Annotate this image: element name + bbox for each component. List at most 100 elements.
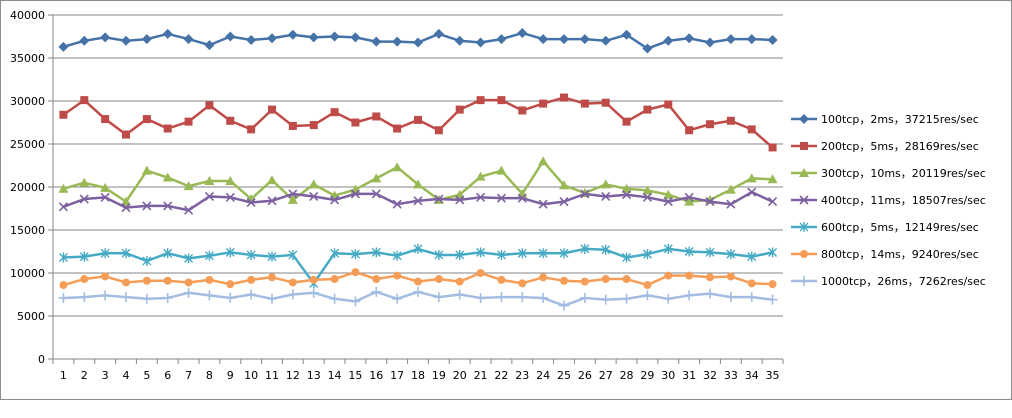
data-point — [183, 181, 194, 191]
data-point — [79, 35, 90, 46]
data-point — [664, 271, 673, 280]
data-point — [414, 115, 422, 124]
x-tick-label: 21 — [474, 369, 488, 382]
data-point — [121, 292, 131, 303]
data-point — [204, 250, 214, 261]
data-point — [163, 248, 173, 259]
data-point — [642, 43, 653, 54]
plot-series — [58, 28, 778, 311]
data-point — [308, 287, 319, 298]
data-point — [725, 34, 736, 45]
legend-entry: 1000tcp，26ms，7262res/sec — [791, 275, 986, 288]
data-point — [768, 280, 777, 289]
x-tick-label: 34 — [745, 369, 759, 382]
data-point — [100, 32, 111, 43]
data-point — [747, 187, 757, 197]
data-point — [246, 197, 256, 208]
data-point — [372, 275, 381, 284]
x-tick-label: 35 — [766, 369, 780, 382]
legend-marker — [799, 168, 809, 177]
data-point — [559, 180, 569, 190]
data-point — [287, 194, 298, 204]
x-tick-label: 31 — [682, 369, 696, 382]
data-point — [746, 292, 757, 303]
data-point — [204, 40, 215, 51]
data-point — [767, 174, 778, 184]
data-point — [371, 247, 381, 258]
data-point — [267, 33, 277, 44]
data-point — [100, 290, 111, 301]
x-tick-label: 10 — [244, 369, 258, 382]
x-tick-label: 18 — [411, 369, 425, 382]
data-point — [560, 276, 568, 285]
data-point — [747, 125, 756, 134]
x-tick-label: 28 — [620, 369, 634, 382]
data-point — [497, 96, 506, 105]
data-point — [371, 173, 382, 183]
data-point — [496, 34, 507, 45]
data-point — [392, 162, 403, 172]
data-point — [79, 251, 89, 262]
data-point — [706, 273, 714, 282]
data-point — [433, 28, 444, 39]
x-tick-label: 12 — [286, 369, 300, 382]
data-point — [643, 105, 652, 114]
data-point — [58, 292, 69, 303]
data-point — [684, 192, 694, 202]
data-point — [579, 292, 590, 303]
data-point — [579, 34, 590, 45]
data-point — [454, 35, 465, 46]
data-point — [497, 275, 506, 284]
data-point — [539, 99, 548, 108]
data-point — [518, 279, 527, 288]
x-tick-label: 6 — [164, 369, 171, 382]
data-point — [142, 255, 152, 266]
data-point — [101, 272, 110, 281]
data-point — [163, 201, 173, 211]
legend-marker — [799, 114, 809, 124]
data-point — [225, 292, 236, 303]
data-point — [601, 244, 611, 255]
data-point — [267, 293, 277, 304]
data-point — [517, 193, 527, 203]
data-point — [433, 292, 444, 303]
data-point — [601, 191, 611, 202]
data-point — [225, 31, 236, 42]
data-point — [80, 275, 89, 284]
data-point — [267, 196, 277, 206]
x-tick-label: 9 — [227, 369, 234, 382]
data-point — [600, 35, 611, 46]
x-tick-label: 22 — [494, 369, 508, 382]
x-tick-label: 14 — [328, 369, 342, 382]
data-point — [684, 246, 694, 257]
data-point — [80, 96, 89, 105]
x-tick-label: 27 — [599, 369, 613, 382]
data-point — [350, 32, 361, 43]
data-point — [393, 124, 402, 133]
y-tick-label: 35000 — [10, 52, 45, 65]
data-point — [517, 28, 528, 39]
data-point — [392, 199, 402, 209]
legend-marker — [799, 222, 809, 232]
data-point — [538, 248, 548, 259]
x-tick-label: 11 — [265, 369, 279, 382]
data-point — [705, 288, 715, 299]
legend: 100tcp，2ms，37215res/sec 200tcp，5ms，28169r… — [791, 113, 986, 288]
x-tick-label: 4 — [123, 369, 130, 382]
data-point — [184, 117, 193, 126]
data-point — [663, 189, 674, 199]
data-point — [247, 125, 256, 134]
data-point — [455, 105, 464, 114]
legend-marker — [799, 195, 809, 205]
data-point — [351, 268, 360, 277]
data-point — [162, 28, 173, 39]
data-point — [413, 37, 423, 48]
x-axis: 1 2 3 4 5 6 7 8 9 10 11 12 13 14 15 16 17 18 19 20 21 22 23 24 2… — [52, 358, 784, 382]
series-4 — [58, 187, 778, 215]
data-point — [350, 249, 360, 260]
data-point — [413, 286, 423, 297]
data-point — [330, 108, 339, 117]
data-point — [268, 105, 276, 114]
x-tick-label: 30 — [661, 369, 675, 382]
series-3 — [58, 156, 778, 206]
